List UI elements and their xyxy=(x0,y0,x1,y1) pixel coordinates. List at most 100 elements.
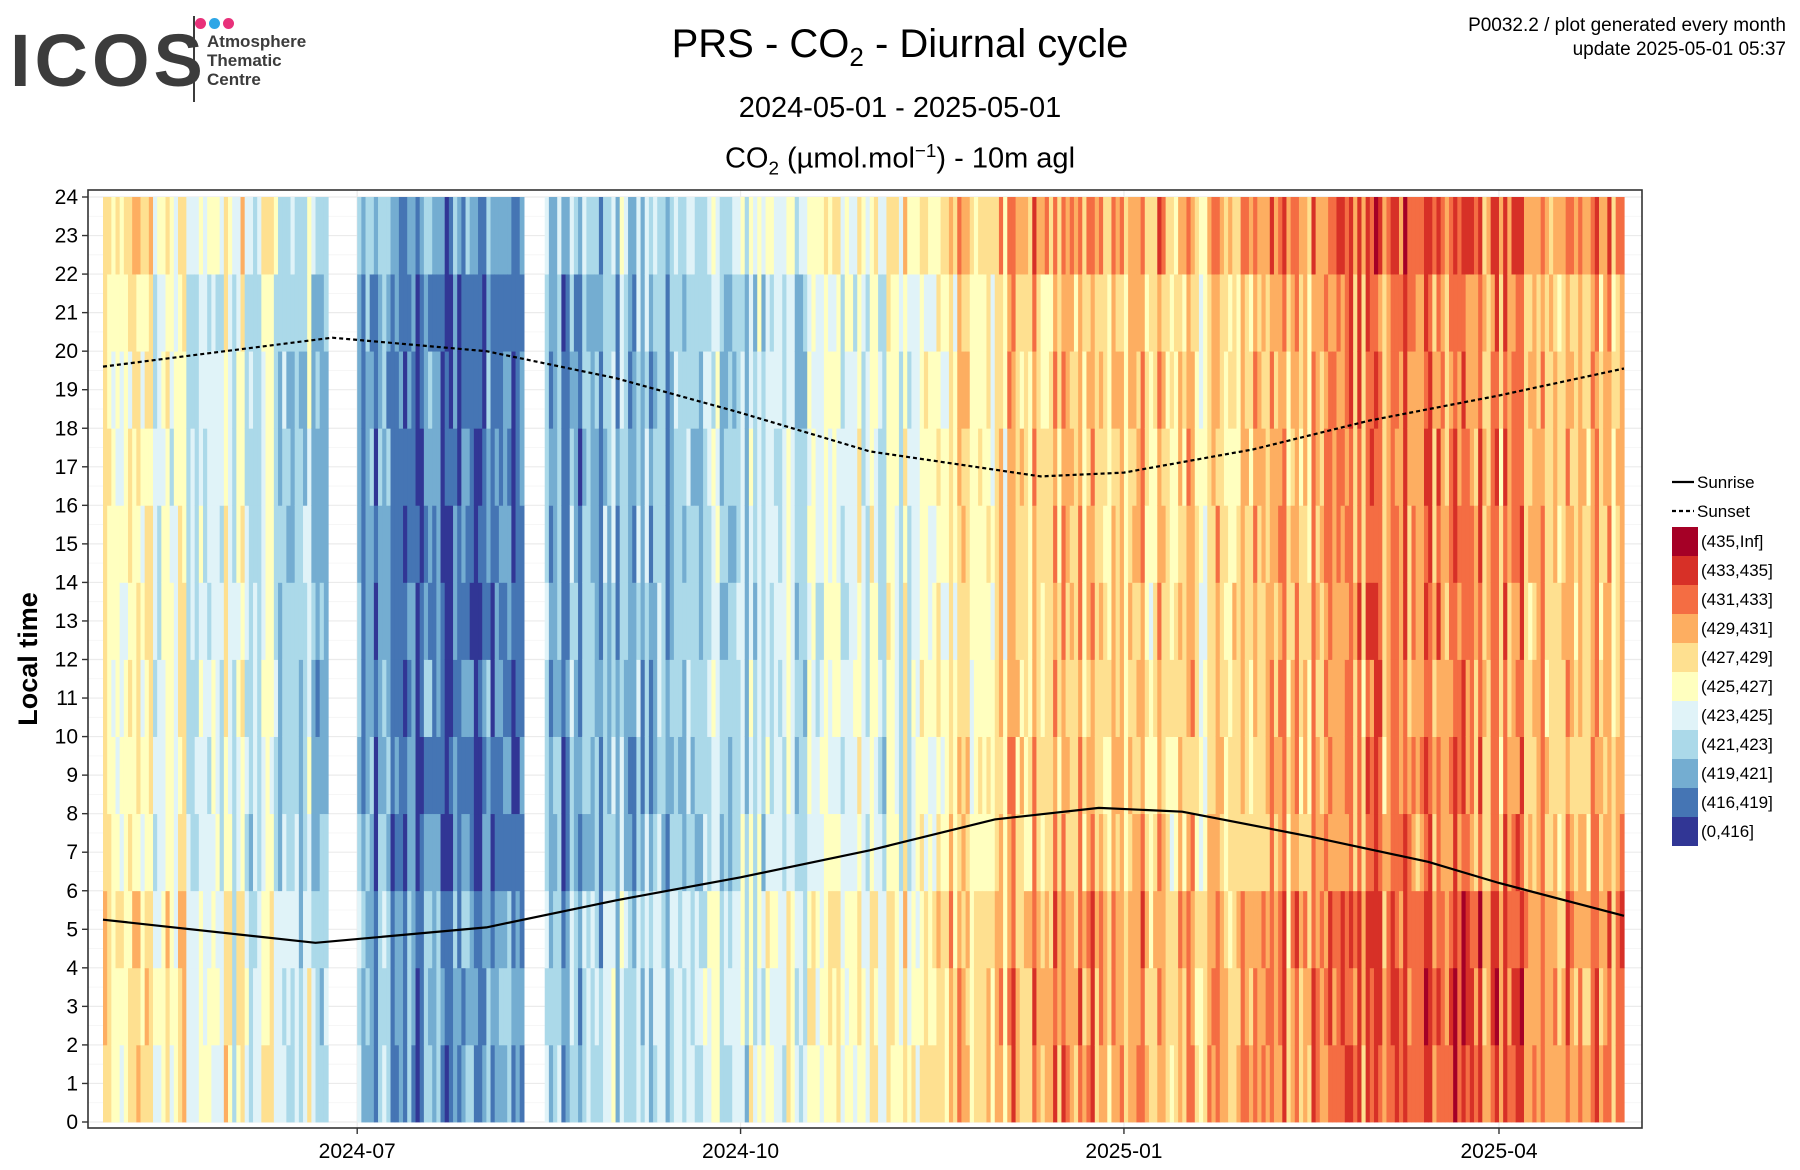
heatmap-cell xyxy=(482,197,487,275)
heatmap-cell xyxy=(1619,274,1625,352)
heatmap-cell xyxy=(636,890,642,969)
heatmap-cell xyxy=(736,736,742,815)
heatmap-cell xyxy=(1403,351,1408,429)
heatmap-cell xyxy=(307,505,312,583)
heatmap-cell xyxy=(1482,274,1488,352)
heatmap-cell xyxy=(1528,582,1533,660)
heatmap-cell xyxy=(553,505,558,583)
heatmap-cell xyxy=(1582,967,1588,1046)
heatmap-cell xyxy=(478,1044,483,1123)
heatmap-cell xyxy=(861,1044,867,1123)
heatmap-cell xyxy=(428,1044,433,1123)
heatmap-cell xyxy=(898,659,904,737)
heatmap-cell xyxy=(953,967,958,1046)
heatmap-cell xyxy=(436,967,442,1046)
heatmap-cell xyxy=(286,351,292,429)
heatmap-cell xyxy=(115,813,121,892)
heatmap-cell xyxy=(1503,1044,1508,1123)
heatmap-cell xyxy=(594,582,600,660)
heatmap-cell xyxy=(223,736,229,815)
heatmap-cell xyxy=(1328,736,1333,815)
heatmap-cell xyxy=(569,967,575,1046)
heatmap-cell xyxy=(878,1044,883,1123)
heatmap-cell xyxy=(661,659,667,737)
heatmap-cell xyxy=(590,890,596,969)
heatmap-cell xyxy=(644,274,650,352)
heatmap-cell xyxy=(1240,736,1246,815)
heatmap-cell xyxy=(919,428,925,506)
heatmap-cell xyxy=(1219,890,1225,969)
heatmap-cell xyxy=(1186,197,1192,275)
heatmap-cell xyxy=(1315,351,1321,429)
heatmap-cell xyxy=(644,967,650,1046)
heatmap-cell xyxy=(223,967,229,1046)
heatmap-cell xyxy=(244,736,250,815)
heatmap-cell xyxy=(1173,813,1179,892)
heatmap-cell xyxy=(207,967,212,1046)
heatmap-cell xyxy=(236,890,242,969)
heatmap-cell xyxy=(1240,582,1246,660)
heatmap-cell xyxy=(615,505,621,583)
heatmap-cell xyxy=(257,505,262,583)
heatmap-cell xyxy=(1065,659,1071,737)
heatmap-cell xyxy=(619,582,625,660)
heatmap-cell xyxy=(1161,274,1167,352)
heatmap-cell xyxy=(261,1044,267,1123)
heatmap-cell xyxy=(1086,659,1092,737)
heatmap-cell xyxy=(703,274,708,352)
heatmap-cell xyxy=(1461,967,1467,1046)
heatmap-cell xyxy=(361,197,367,275)
heatmap-cell xyxy=(744,582,750,660)
heatmap-cell xyxy=(373,428,379,506)
heatmap-cell xyxy=(919,351,925,429)
heatmap-cell xyxy=(273,890,279,969)
heatmap-cell xyxy=(657,582,662,660)
heatmap-cell xyxy=(907,351,913,429)
heatmap-cell xyxy=(653,1044,658,1123)
heatmap-cell xyxy=(1223,890,1229,969)
heatmap-cell xyxy=(965,351,971,429)
heatmap-cell xyxy=(482,428,487,506)
heatmap-cell xyxy=(1415,813,1421,892)
heatmap-cell xyxy=(986,505,992,583)
heatmap-cell xyxy=(1457,890,1463,969)
y-tick-label: 3 xyxy=(66,995,78,1018)
heatmap-cell xyxy=(865,659,871,737)
heatmap-cell xyxy=(1261,813,1267,892)
heatmap-cell xyxy=(211,582,217,660)
heatmap-cell xyxy=(628,967,633,1046)
heatmap-cell xyxy=(486,351,492,429)
heatmap-cell xyxy=(719,813,725,892)
heatmap-cell xyxy=(694,582,700,660)
heatmap-cell xyxy=(907,967,913,1046)
heatmap-cell xyxy=(1348,736,1354,815)
heatmap-cell xyxy=(594,197,600,275)
heatmap-cell xyxy=(407,890,412,969)
heatmap-cell xyxy=(228,659,233,737)
heatmap-cell xyxy=(461,274,467,352)
heatmap-cell xyxy=(673,967,679,1046)
heatmap-cell xyxy=(423,582,429,660)
heatmap-cell xyxy=(1094,813,1100,892)
heatmap-cell xyxy=(378,813,383,892)
heatmap-cell xyxy=(261,505,267,583)
heatmap-cell xyxy=(1507,505,1513,583)
heatmap-cell xyxy=(1023,890,1029,969)
heatmap-cell xyxy=(182,967,187,1046)
heatmap-cell xyxy=(228,428,233,506)
heatmap-cell xyxy=(723,967,729,1046)
heatmap-cell xyxy=(1148,197,1154,275)
heatmap-cell xyxy=(278,351,283,429)
heatmap-cell xyxy=(932,736,938,815)
heatmap-cell xyxy=(957,1044,963,1123)
heatmap-cell xyxy=(1394,274,1400,352)
heatmap-cell xyxy=(961,736,967,815)
heatmap-cell xyxy=(1365,197,1371,275)
heatmap-cell xyxy=(698,582,704,660)
heatmap-cell xyxy=(386,1044,392,1123)
heatmap-cell xyxy=(1490,197,1496,275)
heatmap-cell xyxy=(915,659,921,737)
heatmap-cell xyxy=(428,428,433,506)
heatmap-cell xyxy=(1048,1044,1054,1123)
heatmap-cell xyxy=(1599,736,1604,815)
